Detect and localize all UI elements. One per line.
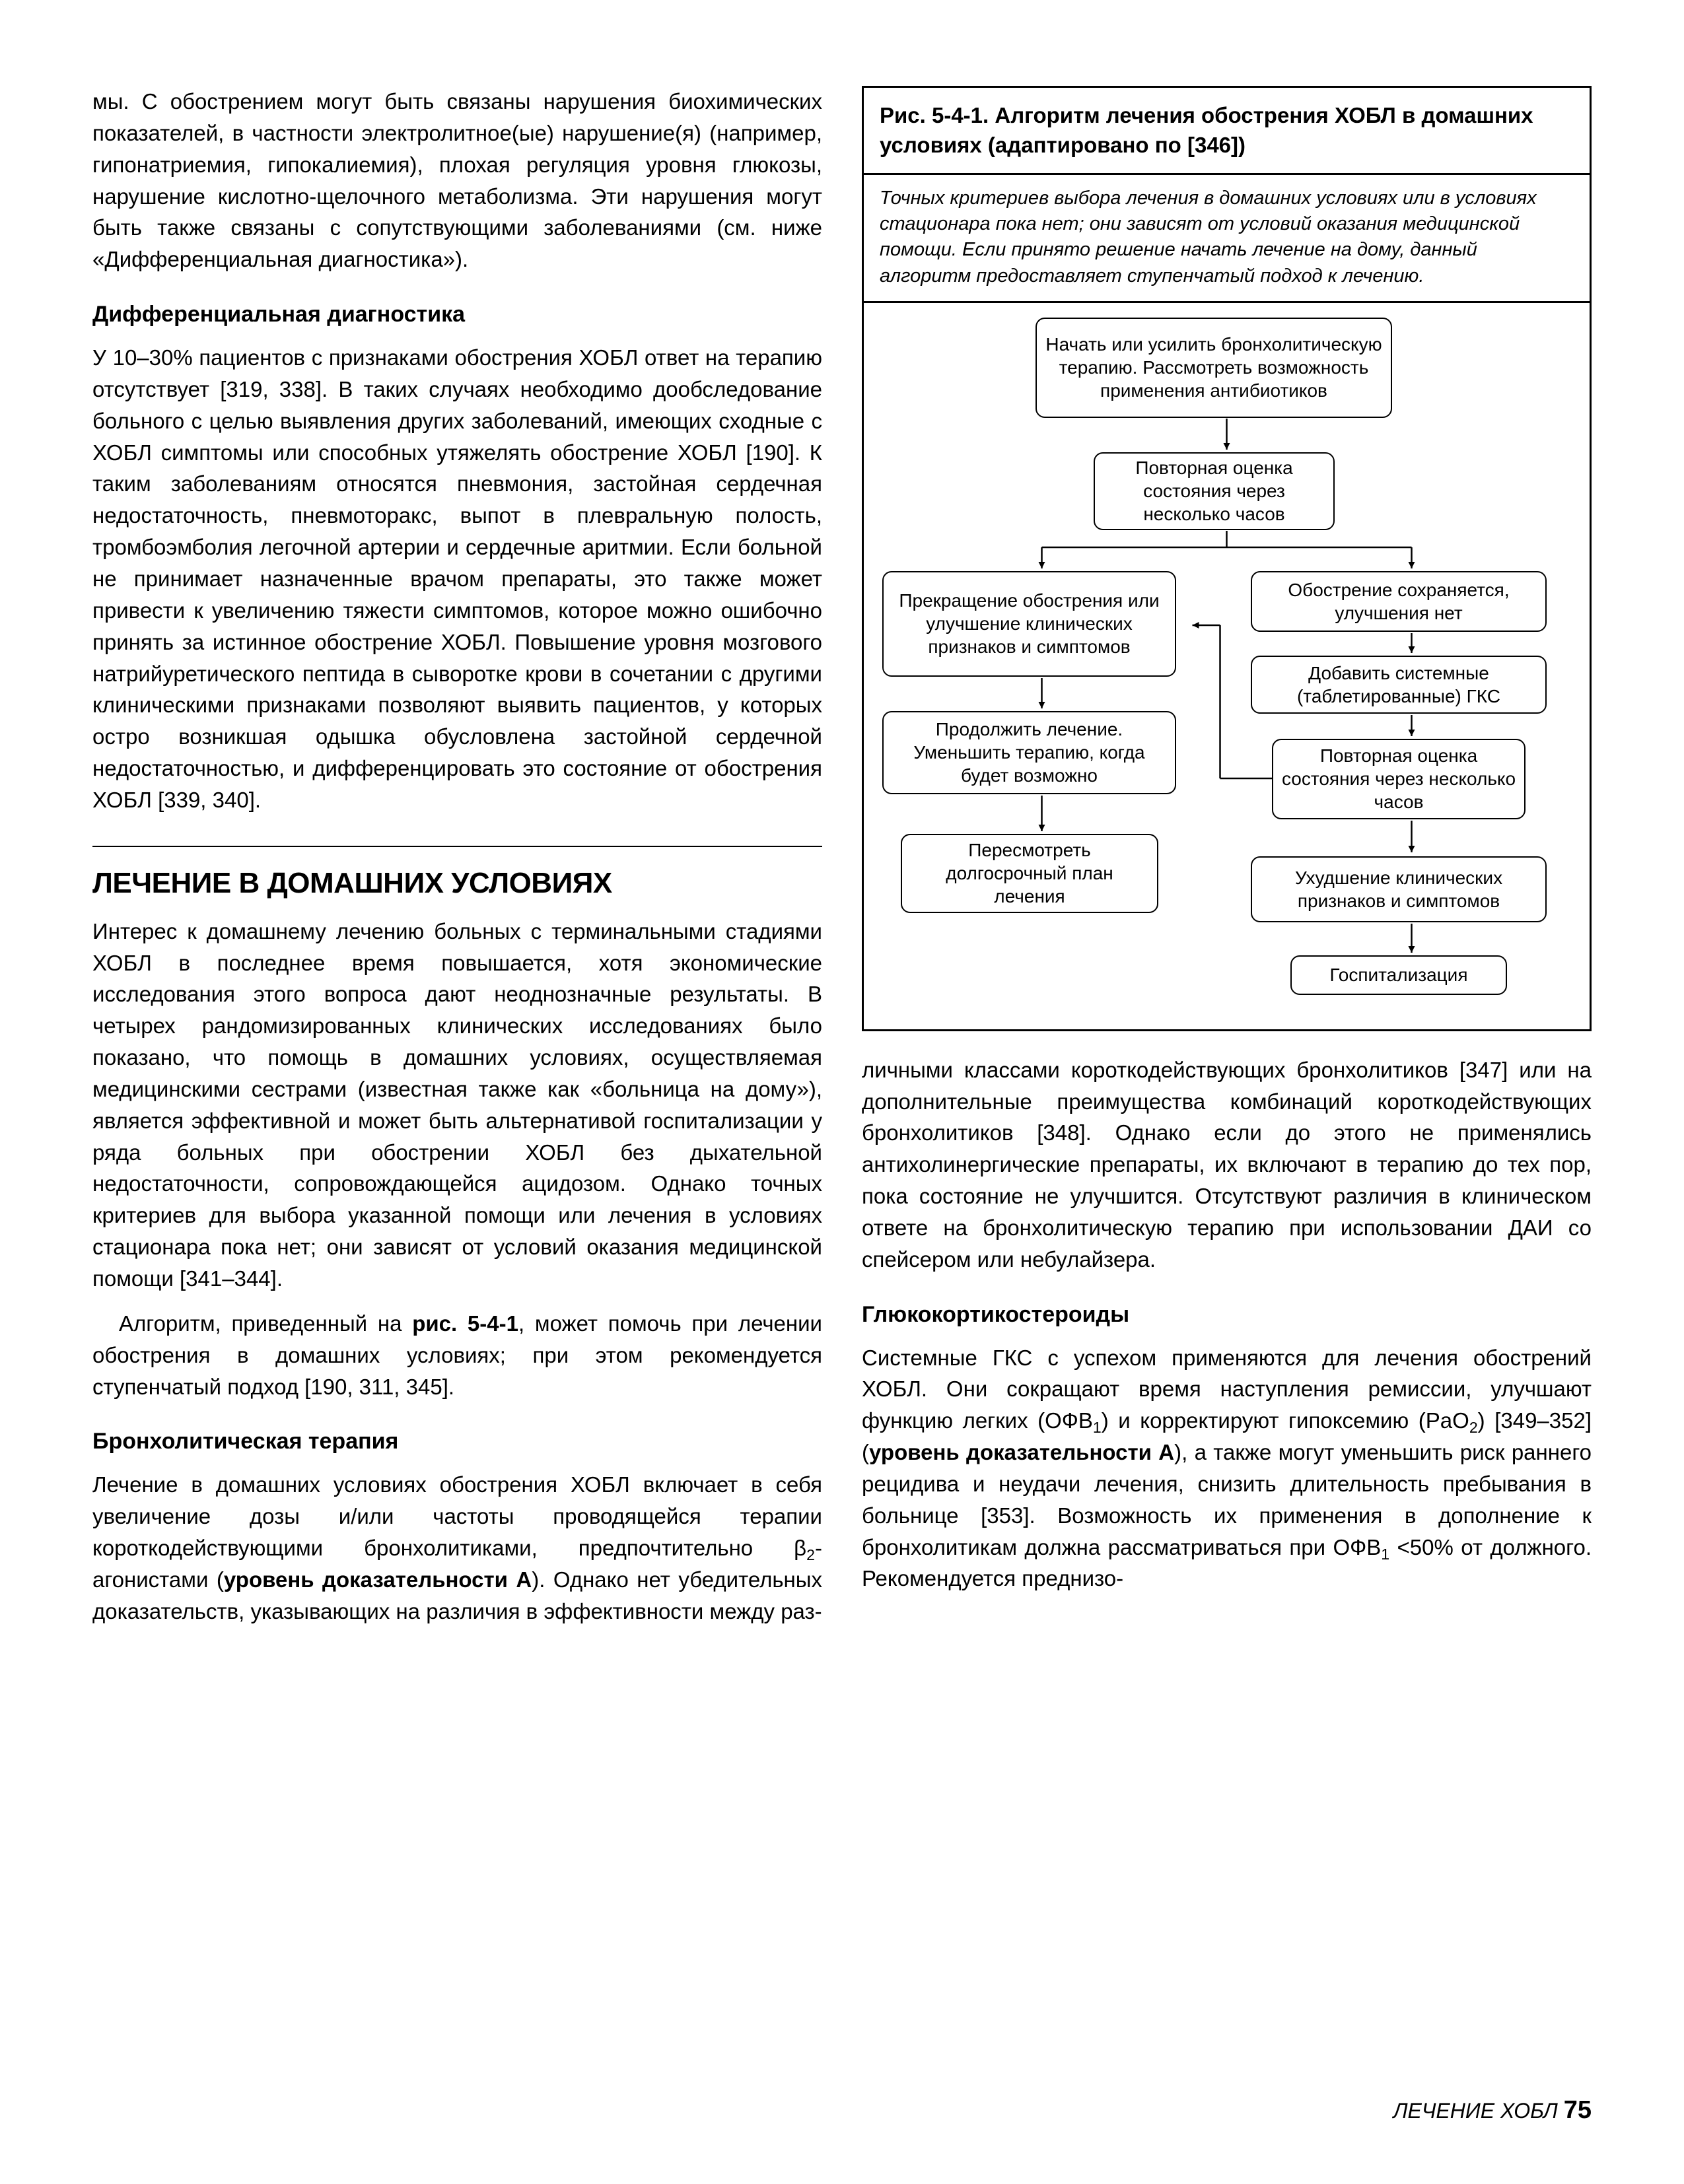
broncho-heading: Бронхолитическая терапия (92, 1429, 822, 1454)
broncho-a: Лечение в домашних условиях обострения Х… (92, 1472, 822, 1560)
home-treatment-heading: ЛЕЧЕНИЕ В ДОМАШНИХ УСЛОВИЯХ (92, 846, 822, 900)
figure-title-bar: Рис. 5-4-1. Алгоритм лечения обострения … (864, 88, 1590, 175)
home-para1: Интерес к домашнему лечению больных с те… (92, 916, 822, 1295)
footer-page-number: 75 (1564, 2096, 1592, 2124)
flow-node-hospital: Госпитализация (1290, 955, 1507, 995)
flow-node-continue: Продолжить лечение. Уменьшить терапию, к… (882, 711, 1176, 794)
page-container: мы. С обострением могут быть связаны нар… (92, 86, 1592, 1641)
flow-node-reassess2: Повторная оценка состояния через несколь… (1272, 739, 1526, 819)
intro-para: мы. С обострением могут быть связаны нар… (92, 86, 822, 275)
flow-node-worsen: Ухудшение клинических признаков и симпто… (1251, 856, 1547, 922)
figure-box: Рис. 5-4-1. Алгоритм лечения обострения … (862, 86, 1592, 1031)
broncho-para: Лечение в домашних условиях обострения Х… (92, 1469, 822, 1627)
gcs-bold: уровень доказательности А (869, 1440, 1174, 1464)
flow-node-persist: Обострение сохраняется, улучшения нет (1251, 571, 1547, 632)
gcs-b: ) и корректируют гипоксемию (PaO (1102, 1408, 1469, 1433)
broncho-sub1: 2 (806, 1546, 815, 1563)
flow-node-improved: Прекращение обострения или улучшение кли… (882, 571, 1176, 677)
figure-caption: Точных критериев выбора лечения в домашн… (864, 175, 1590, 303)
broncho-bold: уровень доказательности А (224, 1567, 532, 1592)
gcs-sub2: 2 (1469, 1419, 1478, 1436)
footer-label: ЛЕЧЕНИЕ ХОБЛ (1393, 2099, 1558, 2123)
flow-node-revise-plan: Пересмотреть долгосрочный план лечения (901, 834, 1158, 913)
flow-node-add-gcs: Добавить системные (таблетированные) ГКС (1251, 656, 1547, 714)
flow-node-start: Начать или усилить бронхолитическую тера… (1035, 318, 1392, 418)
gcs-sub3: 1 (1381, 1546, 1389, 1563)
figure-diagram: Начать или усилить бронхолитическую тера… (864, 303, 1590, 1029)
gcs-sub1: 1 (1093, 1419, 1102, 1436)
diffdx-heading: Дифференциальная диагностика (92, 302, 822, 327)
left-column: мы. С обострением могут быть связаны нар… (92, 86, 822, 1641)
right-column: Рис. 5-4-1. Алгоритм лечения обострения … (862, 86, 1592, 1641)
page-footer: ЛЕЧЕНИЕ ХОБЛ 75 (1393, 2096, 1592, 2125)
home-para2: Алгоритм, приведенный на рис. 5-4-1, мож… (92, 1308, 822, 1403)
gcs-heading: Глюкокортикостероиды (862, 1302, 1592, 1328)
figure-title: Рис. 5-4-1. Алгоритм лечения обострения … (880, 101, 1574, 160)
gcs-para: Системные ГКС с успехом применяются для … (862, 1342, 1592, 1595)
home-para2-pre: Алгоритм, приведенный на (119, 1311, 412, 1336)
right-continue-para: личными классами короткодействующих брон… (862, 1054, 1592, 1276)
home-para2-figref: рис. 5-4-1 (412, 1311, 518, 1336)
flow-node-reassess: Повторная оценка состояния через несколь… (1094, 452, 1335, 530)
diffdx-para: У 10–30% пациентов с признаками обострен… (92, 342, 822, 816)
